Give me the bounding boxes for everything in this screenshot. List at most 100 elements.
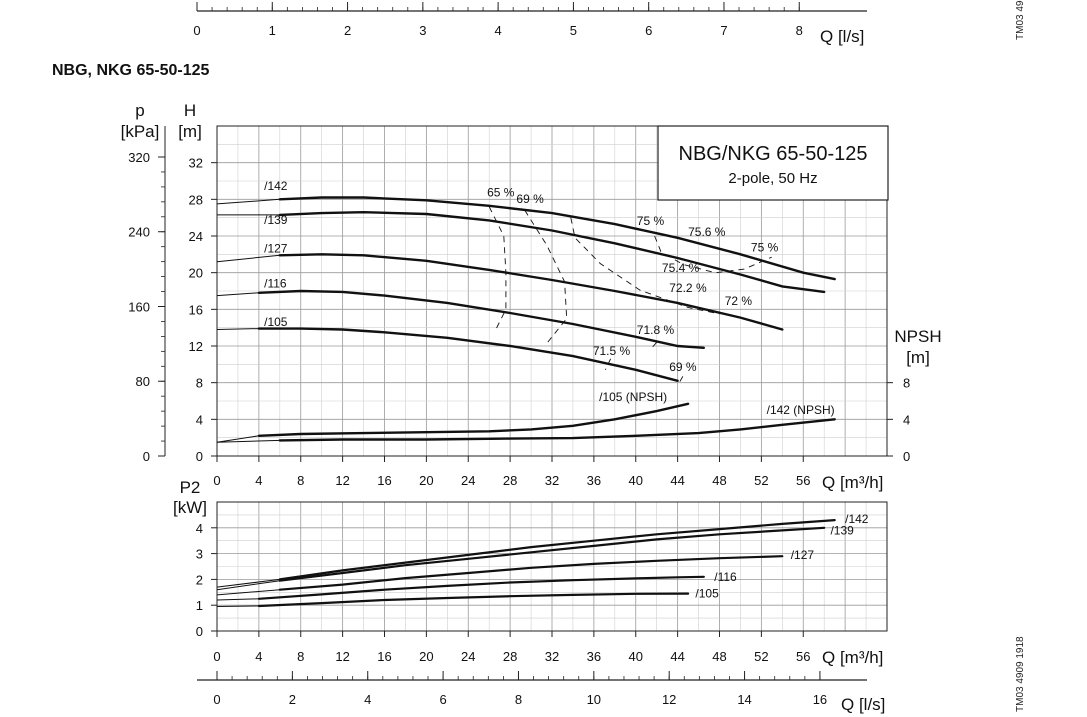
ls-tick-label: 6 [439,692,446,707]
y-axis-title-unit: [m] [178,122,202,141]
power-chart-axes: 0 4 8 12 16 20 24 28 32 36 40 44 48 52 56 Q [m³/h]01234… [173,478,883,667]
power-curve [278,519,836,581]
power-curve-lead [216,598,259,601]
npsh-axis-title-symbol: NPSH [894,327,941,346]
y-axis-title-symbol: H [184,101,196,120]
p-tick-label: 240 [128,225,150,240]
performance-curve [257,289,705,349]
x-tick-label: 24 [461,649,475,664]
info-box-subtitle: 2-pole, 50 Hz [728,170,817,187]
top-flow-ls-axis: 0 1 2 3 4 5 6 7 8 Q [l/s] [193,2,867,46]
x-tick-label: 36 [587,473,601,488]
efficiency-contour [654,235,772,274]
power-curve-labels: /142/139/127/116/105 [695,512,868,601]
ls-tick-label: 8 [515,692,522,707]
x-tick-label: 16 [377,649,391,664]
x-tick-label: 48 [712,649,726,664]
curve-label: 75 % [751,241,779,255]
x-tick-label: 56 [796,649,810,664]
performance-curve [278,196,836,281]
ls-tick-label: 10 [587,692,601,707]
x-tick-label: 20 [419,473,433,488]
x-tick-label: 36 [587,649,601,664]
power-curve-label: /142 [845,512,869,526]
x-tick-label: 44 [670,473,684,488]
ls-tick-label: 1 [269,23,276,38]
y-axis-title-unit: [kW] [173,498,207,517]
power-curve [257,575,705,600]
power-curve [257,592,690,608]
curve-label: /139 [264,213,288,227]
drawing-code-top: TM03 4909 1918 [1015,0,1026,40]
curve-label: 69 % [516,192,544,206]
x-tick-label: 0 [213,649,220,664]
npsh-tick-label: 0 [903,449,910,464]
p-tick-label: 320 [128,150,150,165]
curve-label: /105 [264,315,288,329]
curve-label: 72.2 % [669,281,707,295]
npsh-tick-label: 8 [903,376,910,391]
power-curve-lead [216,578,280,588]
y-tick-label: 0 [196,624,203,639]
x-axis-title: Q [m³/h] [822,648,883,667]
drawing-code-bottom: TM03 4909 1918 [1015,636,1026,712]
x-tick-label: 52 [754,473,768,488]
ls-tick-label: 4 [364,692,371,707]
performance-curve [278,210,826,294]
ls-tick-label: 14 [737,692,751,707]
ls-tick-label: 7 [720,23,727,38]
power-curve-lead [216,605,259,607]
ls-tick-label: 6 [645,23,652,38]
p-tick-label: 0 [143,449,150,464]
curve-label: /127 [264,242,288,256]
y-axis-title-symbol: P2 [180,478,201,497]
y-tick-label: 12 [189,339,203,354]
y-tick-label: 20 [189,266,203,281]
x-tick-label: 0 [213,473,220,488]
power-curve [278,555,784,591]
y-tick-label: 1 [196,598,203,613]
curve-label: 75.4 % [662,261,700,275]
performance-curve [257,402,690,437]
x-tick-label: 52 [754,649,768,664]
y-tick-label: 8 [196,376,203,391]
power-curve-label: /116 [714,570,737,584]
x-tick-label: 20 [419,649,433,664]
curve-label: 69 % [669,360,697,374]
efficiency-contour [604,358,612,370]
y-tick-label: 4 [196,412,203,427]
pump-info-box: NBG/NKG 65-50-125 2-pole, 50 Hz [657,125,889,201]
performance-curve [278,418,836,442]
info-box-title: NBG/NKG 65-50-125 [679,143,868,165]
efficiency-contour [649,342,658,351]
power-curve-label: /127 [791,548,815,562]
y-tick-label: 24 [189,229,203,244]
ls-tick-label: 16 [813,692,827,707]
p-tick-label: 80 [136,374,150,389]
ls-tick-label: 4 [495,23,502,38]
p-axis-title-unit: [kPa] [121,122,160,141]
curve-lead [216,292,259,297]
x-tick-label: 40 [629,473,643,488]
performance-curve [278,253,784,331]
efficiency-contour [677,376,684,386]
ls-tick-label: 5 [570,23,577,38]
y-tick-label: 2 [196,572,203,587]
power-curve-label: /105 [695,587,719,601]
efficiency-contour [570,217,720,315]
y-tick-label: 16 [189,302,203,317]
p-tick-label: 160 [128,299,150,314]
curve-label: /142 [264,179,288,193]
x-axis-title: Q [m³/h] [822,473,883,492]
x-tick-label: 28 [503,473,517,488]
curve-label: /142 (NPSH) [767,403,835,417]
ls-tick-label: 8 [796,23,803,38]
y-tick-label: 32 [189,156,203,171]
ls-tick-label: 12 [662,692,676,707]
power-curve-label: /139 [830,523,854,537]
x-tick-label: 8 [297,473,304,488]
curve-label: 71.5 % [593,344,631,358]
y-tick-label: 0 [196,449,203,464]
